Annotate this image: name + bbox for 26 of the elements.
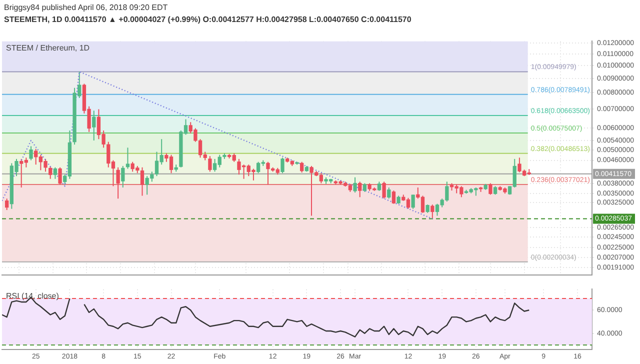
candlestick bbox=[140, 166, 144, 196]
candlestick bbox=[353, 176, 357, 194]
candlestick bbox=[126, 147, 130, 170]
candlestick bbox=[58, 166, 62, 186]
candlestick bbox=[488, 182, 492, 196]
candlestick bbox=[377, 181, 382, 192]
candlestick bbox=[5, 198, 9, 211]
candlestick bbox=[358, 181, 362, 198]
candlestick bbox=[300, 161, 304, 174]
candlestick bbox=[382, 181, 386, 200]
chart-subtitle: STEEMETH, 1D 0.00411570 ▲ +0.00004027 (+0.99%) O:0.00412577 H:0.00427958 L:0.00407650 C:0.00411570 bbox=[4, 14, 412, 26]
candlestick bbox=[411, 194, 415, 210]
candlestick bbox=[29, 146, 33, 161]
candlestick bbox=[121, 165, 125, 188]
candlestick bbox=[208, 156, 212, 172]
candlestick bbox=[116, 166, 120, 200]
candlestick bbox=[430, 204, 434, 219]
text: Briggsy84 published April 06, 2018 09:20 EDT bbox=[4, 2, 169, 14]
chart-title: STEEM / Ethereum, 1D bbox=[6, 43, 90, 52]
candlestick bbox=[48, 165, 52, 180]
candlestick bbox=[392, 190, 396, 204]
candlestick bbox=[53, 166, 58, 180]
candlestick bbox=[387, 187, 391, 200]
candlestick bbox=[92, 110, 96, 141]
line-series bbox=[2, 71, 434, 220]
candlestick bbox=[280, 157, 284, 174]
